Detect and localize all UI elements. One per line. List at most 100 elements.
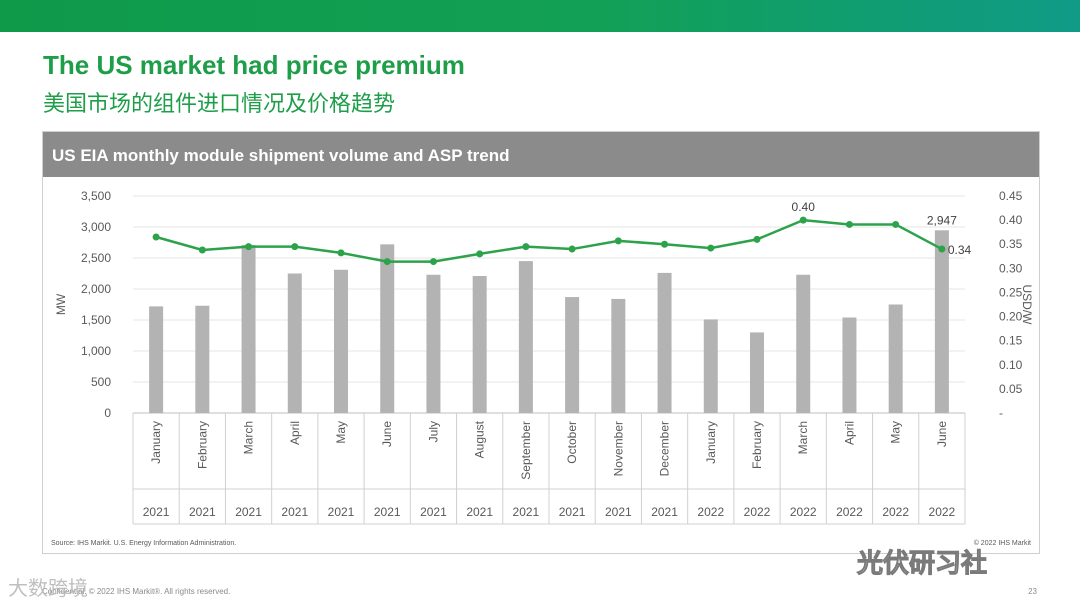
combo-chart: 0 500 1,000 1,500 2,000 2,500 3,000 3,500 - 0.05 0… [51,189,1034,547]
x-year-label: 2022 [697,505,724,519]
bar [472,275,487,413]
x-month-label: August [473,420,487,458]
asp-point [383,258,391,266]
x-month-label: December [658,421,672,476]
asp-point [429,258,437,266]
y-left-tick-label: 2,500 [81,251,111,265]
asp-point [892,220,900,228]
asp-point [337,249,345,257]
x-year-label: 2021 [559,505,586,519]
bar [334,269,348,413]
slide-title-english: The US market had price premium [43,50,465,80]
x-month-label: November [611,421,625,476]
x-year-label: 2021 [466,505,493,519]
y-left-tick-label: 1,500 [81,313,111,327]
bar [934,230,949,413]
watermark-right: 光伏研习社 [856,549,988,580]
bar [657,272,672,413]
page-number: 23 [1028,587,1037,596]
bar [888,304,903,413]
y-left-tick-label: 1,000 [81,344,111,358]
asp-point [245,243,253,251]
y-left-tick-label: 3,000 [81,220,111,234]
bar [195,305,210,413]
x-year-label: 2021 [235,505,262,519]
x-year-label: 2021 [189,505,216,519]
chart-panel: US EIA monthly module shipment volume an… [42,131,1040,554]
asp-point [661,240,669,248]
bar [796,274,811,413]
source-note: Source: IHS Markit. U.S. Energy Informat… [51,540,236,547]
x-month-label: February [195,421,209,469]
x-year-label: 2021 [374,505,401,519]
x-month-label: October [565,421,579,464]
bar [842,317,857,413]
x-year-label: 2021 [281,505,308,519]
bar [565,297,580,413]
x-year-label: 2021 [605,505,632,519]
y-left-axis-title: MW [54,293,68,315]
x-month-label: June [935,421,949,447]
x-year-label: 2022 [790,505,817,519]
y-right-tick-label: 0.25 [999,285,1023,299]
bar [703,319,718,413]
x-month-label: July [426,421,440,442]
bar-data-label: 2,947 [927,213,957,227]
x-year-label: 2022 [929,505,956,519]
x-month-label: March [242,421,256,454]
x-month-label: February [750,421,764,469]
x-year-label: 2022 [744,505,771,519]
asp-point [522,243,530,251]
y-right-axis-title: USD/W [1020,285,1034,326]
x-month-label: April [288,421,302,445]
x-year-label: 2022 [836,505,863,519]
y-right-tick-label: 0.10 [999,358,1023,372]
top-banner [0,0,1080,32]
y-right-tick-label: 0.30 [999,261,1023,275]
y-right-tick-label: 0.40 [999,213,1023,227]
y-right-tick-label: 0.20 [999,310,1023,324]
x-year-label: 2021 [651,505,678,519]
x-month-label: May [334,421,348,444]
y-right-tick-label: 0.05 [999,382,1023,396]
x-month-label: May [889,421,903,444]
y-right-tick-label: 0.35 [999,237,1023,251]
x-year-label: 2021 [143,505,170,519]
asp-point [152,233,160,241]
x-month-label: March [796,421,810,454]
slide-title-chinese: 美国市场的组件进口情况及价格趋势 [43,92,396,117]
x-month-label: September [519,421,533,480]
bar [611,298,626,413]
bar [380,244,395,413]
asp-point [291,243,299,251]
bar [241,244,256,413]
x-month-label: June [380,421,394,447]
y-left-tick-label: 0 [104,406,111,420]
chart-panel-header: US EIA monthly module shipment volume an… [43,132,1039,177]
asp-point [476,250,484,258]
footer-copyright: Confidential. © 2022 IHS Markit®. All ri… [42,587,231,596]
x-month-label: January [704,421,718,464]
asp-point [845,220,853,228]
bar [518,261,533,413]
chart-title: US EIA monthly module shipment volume an… [52,146,510,165]
x-month-label: January [149,421,163,464]
asp-line [155,218,943,263]
asp-data-label: 0.34 [948,243,972,257]
asp-point [753,235,761,243]
x-year-label: 2021 [328,505,355,519]
x-year-label: 2021 [513,505,540,519]
bar [750,332,764,413]
bar [149,306,164,413]
y-right-tick-label: 0.15 [999,334,1023,348]
asp-point [614,237,622,245]
asp-point [799,216,807,224]
y-left-tick-label: 500 [91,375,111,389]
y-left-tick-label: 2,000 [81,282,111,296]
asp-data-label: 0.40 [792,200,816,214]
asp-point [568,245,576,253]
x-month-label: April [842,421,856,445]
asp-point [938,245,946,253]
x-year-label: 2022 [882,505,909,519]
y-right-tick-label: - [999,406,1003,420]
